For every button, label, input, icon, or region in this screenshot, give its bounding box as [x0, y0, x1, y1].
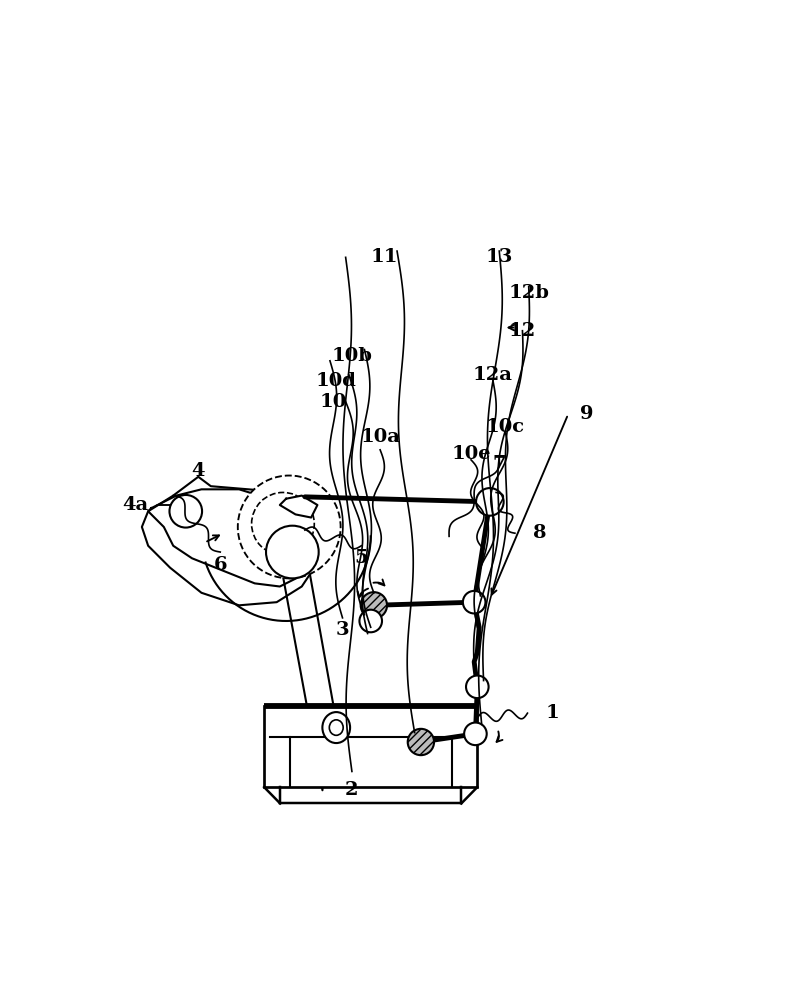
- Circle shape: [466, 676, 489, 698]
- Text: 13: 13: [485, 248, 513, 266]
- Text: 10e: 10e: [451, 445, 491, 463]
- Circle shape: [266, 526, 319, 578]
- Circle shape: [238, 476, 341, 578]
- Circle shape: [361, 592, 387, 618]
- Text: 7: 7: [493, 455, 506, 473]
- Circle shape: [463, 591, 485, 613]
- Text: 10c: 10c: [486, 418, 525, 436]
- Text: 9: 9: [580, 405, 594, 423]
- Text: 12b: 12b: [508, 284, 549, 302]
- Text: 10a: 10a: [360, 428, 400, 446]
- Text: 5: 5: [354, 549, 368, 567]
- Ellipse shape: [322, 712, 350, 743]
- Text: 1: 1: [546, 704, 559, 722]
- Polygon shape: [280, 496, 317, 518]
- Ellipse shape: [329, 720, 343, 735]
- Text: 10d: 10d: [316, 372, 357, 390]
- Text: 2: 2: [345, 781, 358, 799]
- Text: 8: 8: [533, 524, 547, 542]
- Text: 6: 6: [214, 556, 227, 574]
- Circle shape: [476, 488, 504, 516]
- Text: 3: 3: [336, 621, 349, 639]
- Polygon shape: [148, 477, 314, 587]
- Circle shape: [169, 495, 202, 528]
- Polygon shape: [142, 489, 324, 605]
- Circle shape: [464, 723, 487, 745]
- Text: 4a: 4a: [122, 496, 149, 514]
- Circle shape: [359, 610, 382, 632]
- Text: 10: 10: [320, 393, 347, 411]
- Text: 11: 11: [371, 248, 398, 266]
- Text: 12: 12: [509, 322, 536, 340]
- Text: 4: 4: [192, 462, 205, 480]
- Bar: [264, 706, 477, 787]
- Text: 10b: 10b: [332, 347, 372, 365]
- Text: 12a: 12a: [473, 366, 513, 384]
- Circle shape: [408, 729, 434, 755]
